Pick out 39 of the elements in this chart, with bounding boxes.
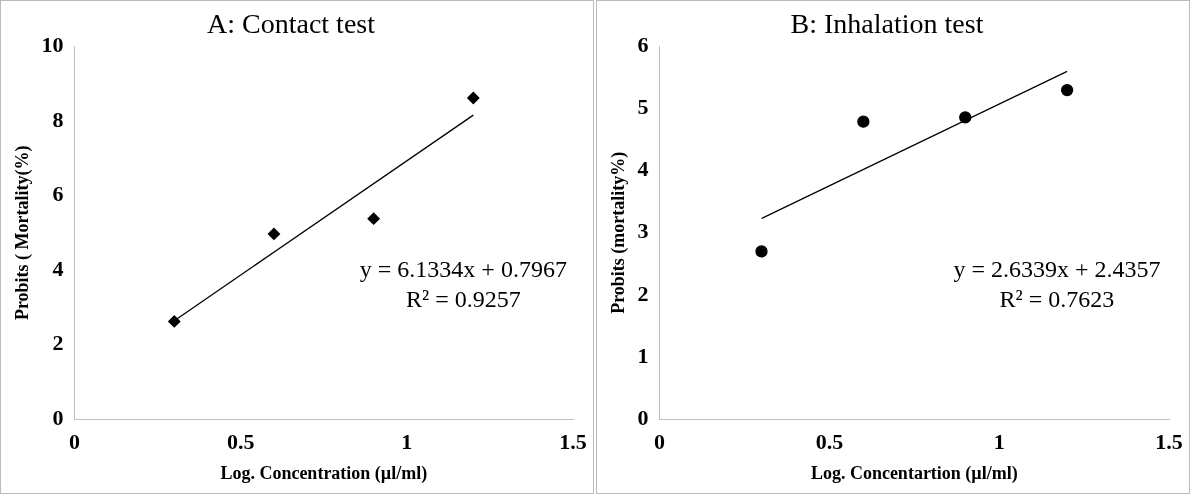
- y-tick-label: 4: [52, 255, 64, 281]
- point: [857, 115, 870, 128]
- x-tick-label: 1: [993, 428, 1005, 454]
- y-tick-label: 0: [637, 404, 649, 430]
- x-tick-label: 0: [654, 428, 666, 454]
- y-tick-label: 0: [52, 404, 64, 430]
- x-tick-label: 0.5: [815, 428, 844, 454]
- y-tick-label: 4: [637, 156, 649, 182]
- y-tick-label: 6: [52, 181, 64, 207]
- x-tick-label: 0: [69, 428, 81, 454]
- point: [367, 212, 380, 225]
- x-tick-label: 1.5: [1155, 428, 1183, 454]
- x-axis-title: Log. Concentration (µl/ml): [220, 462, 428, 484]
- y-tick-label: 5: [637, 94, 649, 120]
- point: [959, 111, 972, 124]
- point: [467, 91, 480, 105]
- chart-title: A: Contact test: [207, 8, 376, 40]
- y-tick-label: 6: [637, 32, 649, 58]
- y-tick-label: 2: [52, 330, 64, 356]
- point: [267, 227, 281, 241]
- y-axis-title: Probits (mortality%): [608, 151, 630, 314]
- annotation: y = 6.1334x + 0.7967: [359, 256, 567, 283]
- point: [1060, 83, 1074, 97]
- point: [168, 315, 181, 328]
- y-tick-label: 8: [52, 106, 64, 132]
- x-tick-label: 1.5: [559, 428, 587, 454]
- point: [755, 245, 768, 258]
- x-axis-title: Log. Concentartion (µl/ml): [810, 462, 1018, 484]
- x-tick-label: 0.5: [226, 428, 255, 454]
- y-tick-label: 3: [637, 218, 649, 244]
- annotation: R² = 0.9257: [405, 286, 521, 313]
- y-tick-label: 1: [637, 342, 649, 368]
- y-tick-label: 10: [41, 32, 64, 58]
- annotation: R² = 0.7623: [999, 286, 1115, 313]
- x-tick-label: 1: [401, 428, 413, 454]
- y-tick-label: 2: [637, 280, 649, 306]
- chart-title: B: Inhalation test: [790, 8, 984, 40]
- y-axis-title: Probits ( Mortality(%): [12, 145, 34, 321]
- annotation: y = 2.6339x + 2.4357: [953, 256, 1161, 283]
